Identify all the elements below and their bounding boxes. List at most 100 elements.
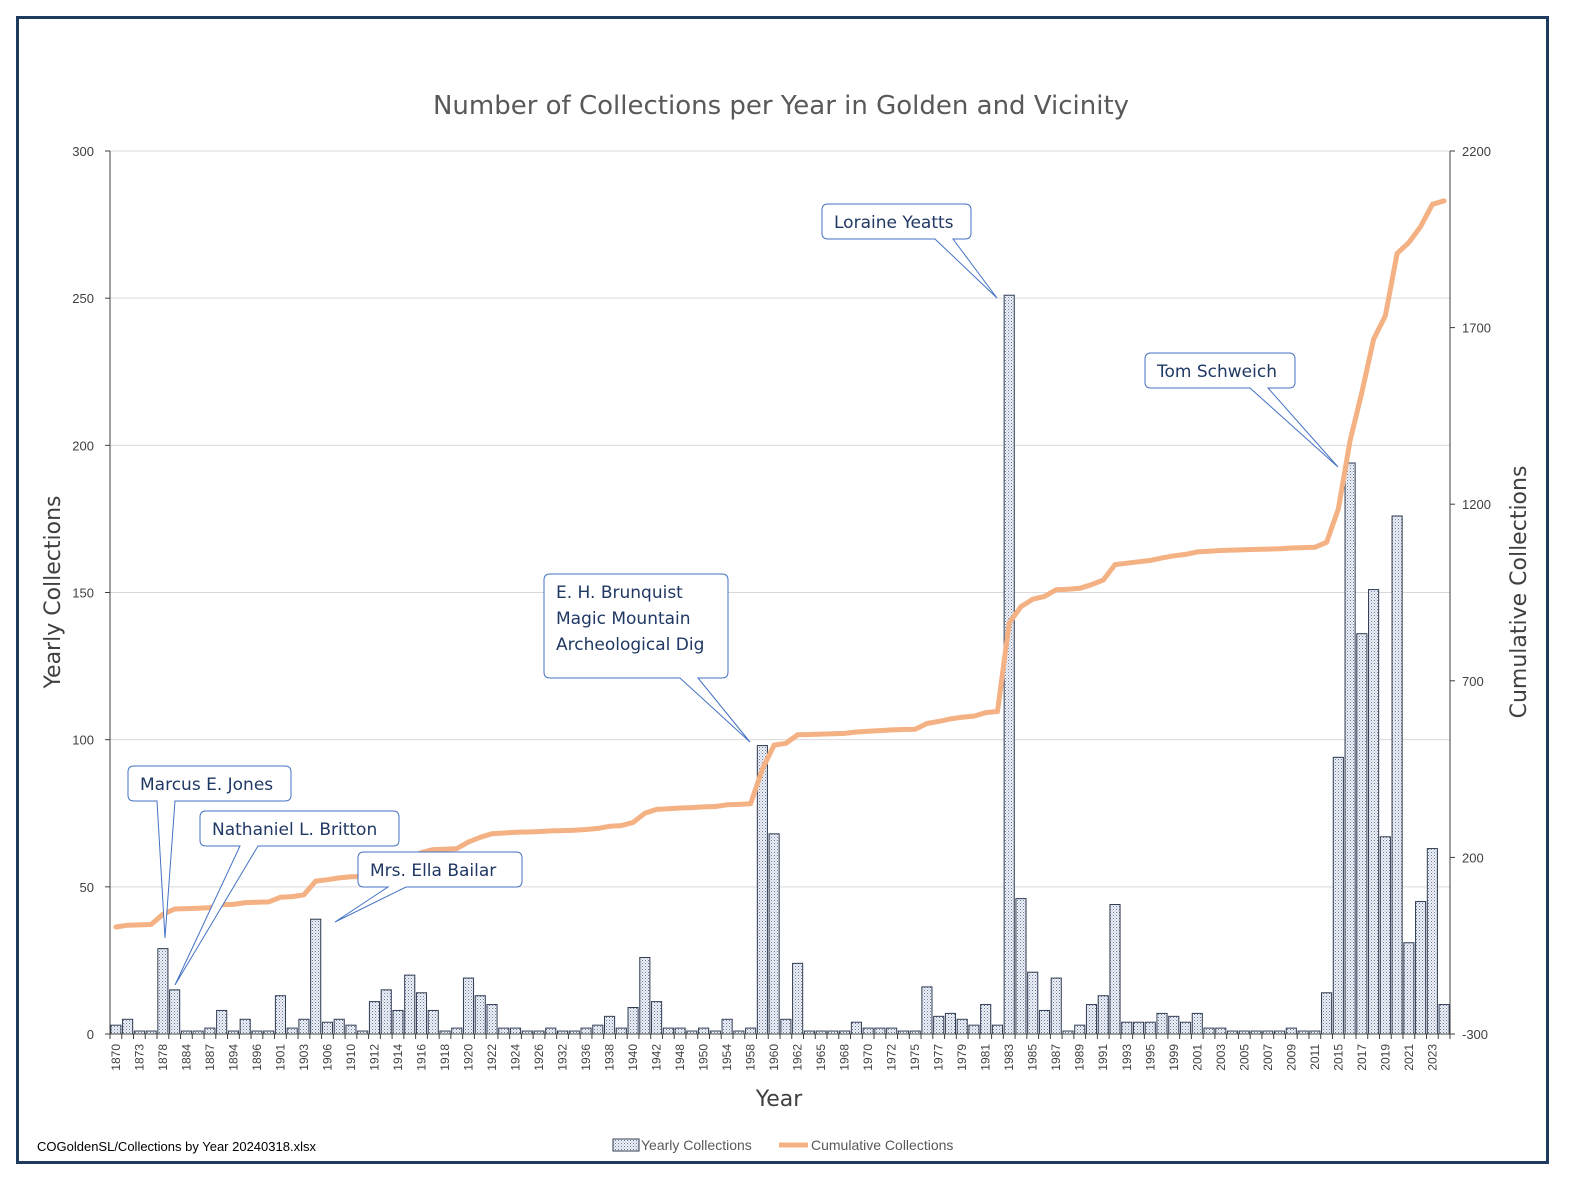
bar xyxy=(768,833,780,1035)
bar xyxy=(310,918,322,1035)
bar xyxy=(592,1024,604,1035)
callout-box xyxy=(821,203,998,299)
bar xyxy=(368,1001,381,1035)
bar xyxy=(1368,589,1380,1035)
callout: Nathaniel L. Britton xyxy=(174,810,400,986)
bar xyxy=(580,1027,592,1035)
bar xyxy=(239,1018,251,1035)
callout: Mrs. Ella Bailar xyxy=(334,851,523,923)
callout-text: E. H. Brunquist xyxy=(556,583,683,603)
bar xyxy=(1356,633,1368,1035)
callout-box xyxy=(174,810,400,986)
x-tick-label: 1926 xyxy=(532,1044,546,1071)
x-tick-label: 1948 xyxy=(673,1044,687,1071)
bar xyxy=(792,962,804,1035)
y2-axis-title: Cumulative Collections xyxy=(1507,466,1532,719)
x-tick-label: 1979 xyxy=(955,1044,969,1071)
chart-title: Number of Collections per Year in Golden… xyxy=(433,91,1129,121)
bar xyxy=(1285,1027,1297,1035)
bar xyxy=(1156,1012,1168,1035)
x-tick-label: 1870 xyxy=(109,1044,123,1071)
callout: Marcus E. Jones xyxy=(127,765,292,939)
bar xyxy=(615,1027,627,1035)
x-tick-label: 2005 xyxy=(1237,1044,1251,1071)
chart-frame xyxy=(16,16,1549,1164)
bar xyxy=(1179,1021,1192,1035)
x-tick-label: 2017 xyxy=(1355,1044,1369,1071)
x-axis-ticks: 1870 1873 1878 1884 1887 1894 1896 1901 1903 1906… xyxy=(109,1034,1451,1071)
callout: Loraine Yeatts xyxy=(821,203,998,299)
bar xyxy=(627,1007,639,1035)
x-tick-label: 1906 xyxy=(320,1044,334,1071)
bar xyxy=(1050,977,1062,1035)
callout: Tom Schweich xyxy=(1144,352,1339,468)
bar xyxy=(1121,1021,1133,1035)
bar xyxy=(721,1018,733,1035)
x-tick-label: 1954 xyxy=(720,1044,734,1071)
x-tick-label: 2019 xyxy=(1378,1044,1392,1071)
bar xyxy=(862,1027,874,1035)
bar xyxy=(991,1024,1004,1035)
bar xyxy=(662,1027,674,1035)
y2-tick-label: 1700 xyxy=(1462,321,1491,336)
x-tick-label: 1972 xyxy=(885,1044,899,1071)
bar xyxy=(498,1027,510,1035)
bar xyxy=(1144,1021,1156,1035)
callout-text: Tom Schweich xyxy=(1156,362,1277,382)
bar xyxy=(274,995,286,1035)
x-tick-label: 2023 xyxy=(1425,1044,1439,1071)
bar xyxy=(1085,1004,1098,1035)
x-tick-label: 1970 xyxy=(861,1044,875,1071)
y-tick-label: 50 xyxy=(80,880,94,895)
x-tick-label: 1884 xyxy=(179,1044,193,1071)
x-tick-label: 1981 xyxy=(979,1044,993,1071)
x-tick-label: 1938 xyxy=(603,1044,617,1071)
bar xyxy=(944,1012,956,1035)
x-tick-label: 1993 xyxy=(1120,1044,1134,1071)
callout-text: Magic Mountain xyxy=(556,609,691,629)
callout: E. H. Brunquist Magic Mountain Archeologic… xyxy=(543,573,751,743)
x-tick-label: 2001 xyxy=(1190,1044,1204,1071)
x-tick-label: 1918 xyxy=(438,1044,452,1071)
bar xyxy=(1097,995,1109,1035)
bar xyxy=(509,1027,522,1035)
bar xyxy=(756,745,768,1035)
bar xyxy=(286,1027,298,1035)
bar xyxy=(968,1024,980,1035)
callout-text: Nathaniel L. Britton xyxy=(212,820,377,840)
x-tick-label: 2003 xyxy=(1214,1044,1228,1071)
x-tick-label: 1910 xyxy=(344,1044,358,1071)
x-tick-label: 1878 xyxy=(156,1044,170,1071)
y2-tick-label: 200 xyxy=(1462,850,1484,865)
bar xyxy=(874,1027,886,1035)
y-tick-label: 150 xyxy=(72,586,94,601)
x-tick-label: 1924 xyxy=(509,1044,523,1071)
x-tick-label: 2021 xyxy=(1402,1044,1416,1071)
bar xyxy=(604,1015,616,1035)
x-tick-label: 2015 xyxy=(1331,1044,1345,1071)
footer-note: COGoldenSL/Collections by Year 20240318.… xyxy=(37,1139,316,1154)
legend-bar-label: Yearly Collections xyxy=(641,1137,752,1153)
bar xyxy=(392,1009,404,1035)
x-tick-label: 1983 xyxy=(1002,1044,1016,1071)
callout-box xyxy=(1144,352,1339,468)
x-tick-label: 1920 xyxy=(462,1044,476,1071)
cumulative-line xyxy=(113,198,1447,930)
y-axis-title: Yearly Collections xyxy=(41,496,66,690)
x-tick-label: 1940 xyxy=(626,1044,640,1071)
y-tick-label: 0 xyxy=(87,1027,94,1042)
bar xyxy=(780,1018,792,1035)
x-tick-label: 1975 xyxy=(908,1044,922,1071)
bar xyxy=(122,1018,134,1035)
bar xyxy=(1203,1027,1215,1035)
x-tick-label: 1896 xyxy=(250,1044,264,1071)
bar xyxy=(427,1009,439,1035)
bar xyxy=(462,977,475,1035)
x-tick-label: 1950 xyxy=(697,1044,711,1071)
bar xyxy=(980,1004,992,1035)
x-tick-label: 1887 xyxy=(203,1044,217,1071)
y-tick-label: 250 xyxy=(72,291,94,306)
bar xyxy=(933,1015,945,1035)
x-tick-label: 1894 xyxy=(226,1044,240,1071)
